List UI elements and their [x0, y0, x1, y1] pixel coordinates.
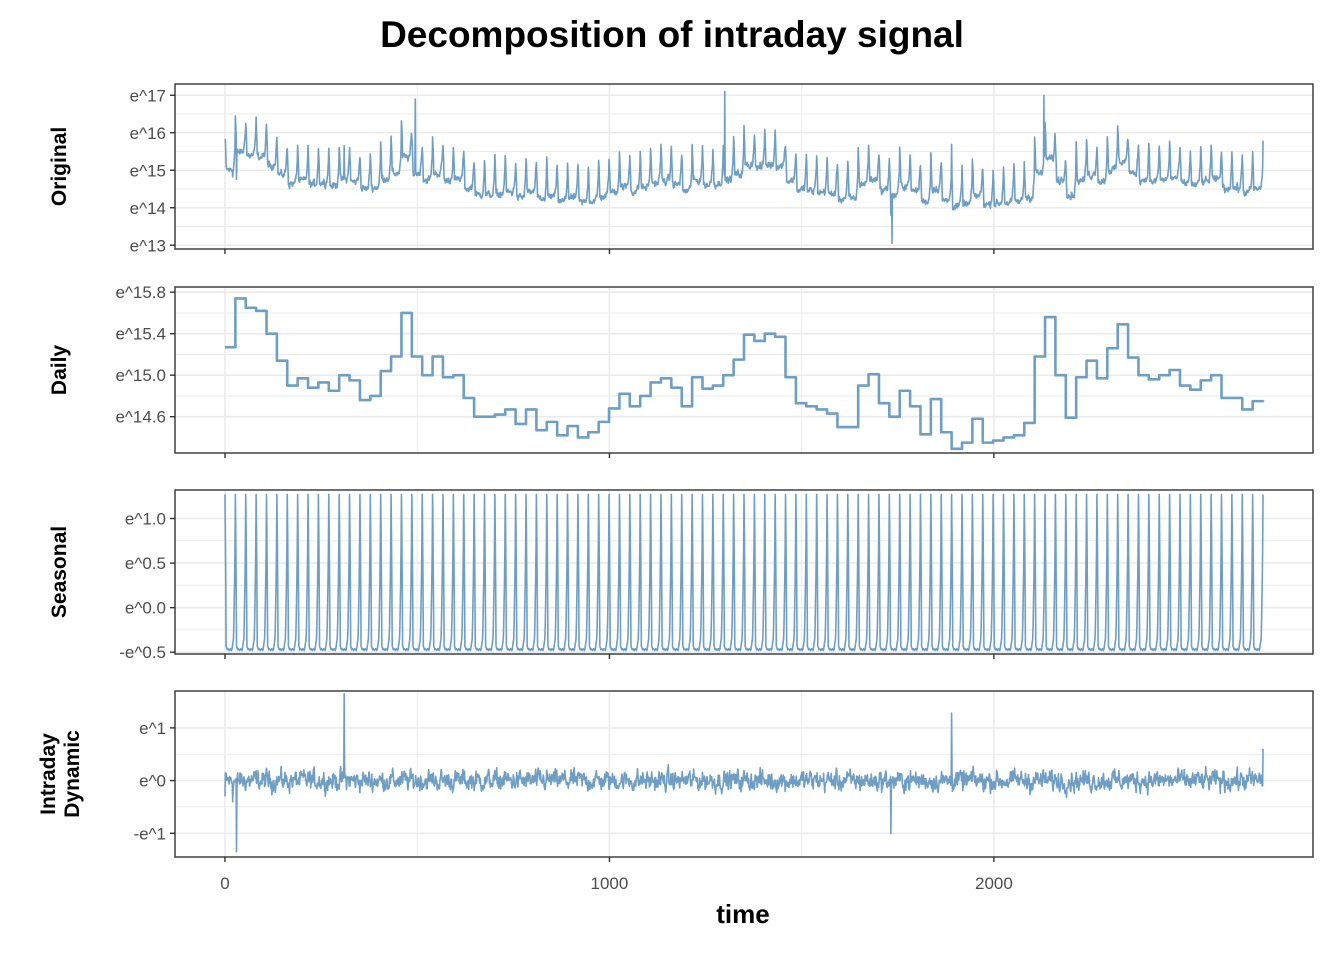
x-tick-label: 2000 [975, 874, 1013, 893]
x-axis-title: time [716, 899, 769, 929]
y-tick-label: e^15 [130, 161, 166, 180]
series-line-original [224, 90, 1264, 245]
panel-intraday-dynamic: e^1 e^0 -e^1 0 1000 2000 IntradayDynamic [37, 690, 1314, 893]
y-tick-label: e^0.0 [125, 599, 166, 618]
panel-border [174, 286, 1314, 454]
x-tick-label: 0 [220, 874, 229, 893]
panel-label: Original [48, 127, 71, 206]
series-line-daily [224, 297, 1265, 451]
panel-label: Seasonal [48, 526, 71, 618]
panel-original: e^17 e^16 e^15 e^14 e^13 Original [48, 83, 1314, 255]
panels: e^17 e^16 e^15 e^14 e^13 Original e^15.8 e^15.4… [37, 83, 1314, 893]
panel-daily: e^15.8 e^15.4 e^15.0 e^14.6 Daily [48, 283, 1314, 458]
panel-label-line: Dynamic [61, 730, 84, 818]
panel-label: Daily [48, 345, 71, 396]
y-tick-label: e^0.5 [125, 554, 166, 573]
panel-label: IntradayDynamic [37, 730, 84, 818]
panel-label-line: Original [48, 127, 71, 206]
x-tick-label: 1000 [591, 874, 629, 893]
chart-title: Decomposition of intraday signal [380, 14, 964, 55]
y-tick-label: e^15.4 [115, 325, 166, 344]
y-tick-label: e^1 [139, 719, 166, 738]
panel-border [174, 489, 1314, 655]
series-line-intraday-dynamic [224, 692, 1264, 853]
y-tick-label: e^15.8 [115, 283, 166, 302]
panel-label-line: Intraday [37, 733, 60, 815]
panel-label-line: Seasonal [48, 526, 71, 618]
panel-border [174, 83, 1314, 250]
y-tick-label: e^17 [130, 86, 166, 105]
y-tick-label: -e^1 [133, 824, 166, 843]
panel-border [174, 690, 1314, 858]
y-tick-label: e^0 [139, 772, 166, 791]
y-tick-label: e^13 [130, 236, 166, 255]
y-tick-label: -e^0.5 [119, 643, 166, 662]
panel-seasonal: e^1.0 e^0.5 e^0.0 -e^0.5 Seasonal [48, 489, 1314, 662]
y-tick-label: e^16 [130, 124, 166, 143]
y-tick-label: e^14.6 [115, 408, 166, 427]
y-tick-label: e^14 [130, 199, 166, 218]
y-tick-label: e^1.0 [125, 510, 166, 529]
series-line-seasonal [224, 493, 1264, 652]
panel-label-line: Daily [48, 345, 71, 396]
y-tick-label: e^15.0 [115, 366, 166, 385]
